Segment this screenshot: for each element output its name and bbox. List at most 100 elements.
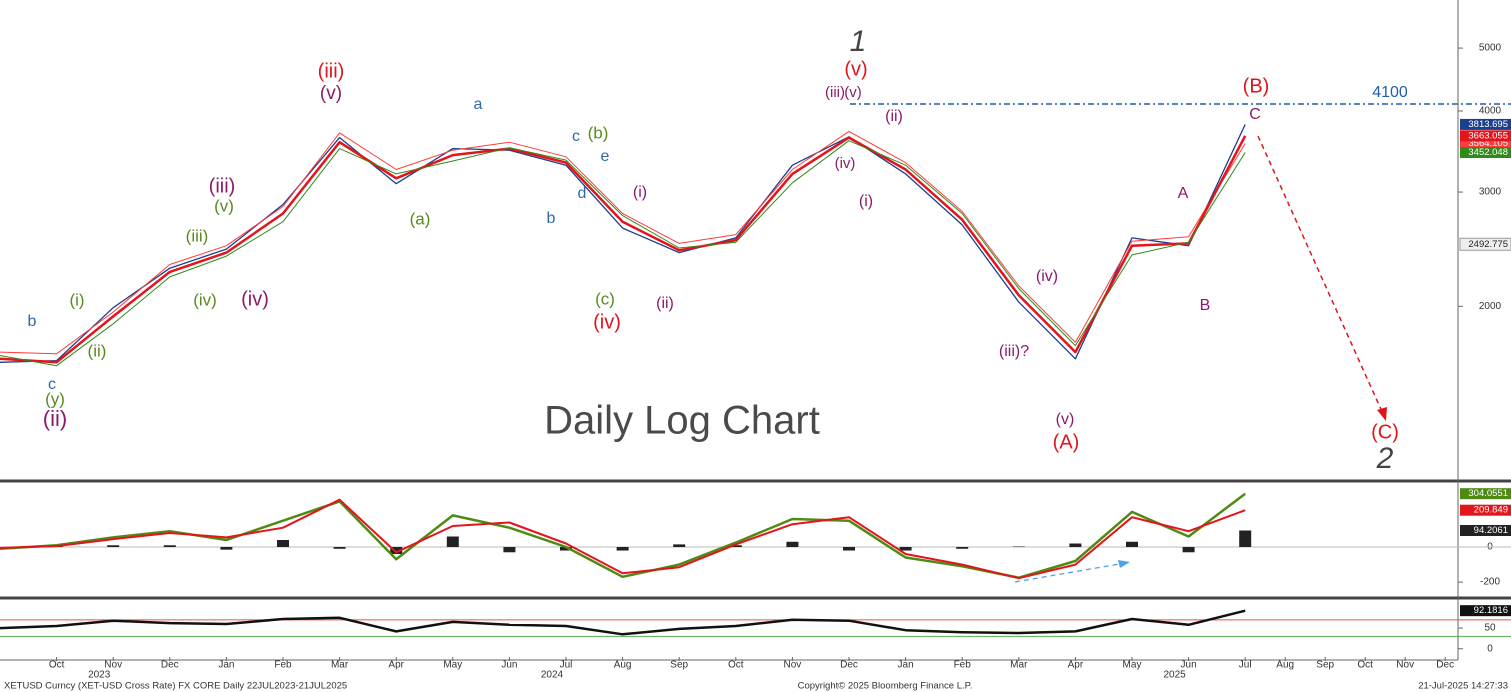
wave-label: (iii)? <box>999 343 1029 360</box>
last-value-label: 3663.055 <box>1468 130 1508 141</box>
last-value-label: 304.0551 <box>1468 488 1508 499</box>
wave-label: (i) <box>69 290 84 309</box>
x-tick-label: Oct <box>728 660 744 671</box>
x-tick-label: Sep <box>1316 660 1334 671</box>
last-value-box <box>1460 605 1511 617</box>
y-tick-label: -200 <box>1480 577 1500 588</box>
last-value-label: 3813.695 <box>1468 119 1508 130</box>
y-tick-label: 4000 <box>1479 106 1502 117</box>
chart-title: Daily Log Chart <box>544 399 820 443</box>
x-tick-label: Oct <box>1357 660 1373 671</box>
wave-label: (y) <box>45 389 65 408</box>
last-value-box <box>1460 488 1511 500</box>
series-line <box>0 609 1246 636</box>
wave-label: (A) <box>1053 431 1080 453</box>
wave-label: e <box>601 148 610 165</box>
wave-label: (v) <box>844 84 862 101</box>
histogram-bar <box>786 541 799 548</box>
x-tick-label: Nov <box>1396 660 1414 671</box>
footer-center: Copyright© 2025 Bloomberg Finance L.P. <box>798 681 973 692</box>
wave-label: d <box>578 185 587 202</box>
series-line <box>0 492 1246 579</box>
last-value-box <box>1460 504 1511 516</box>
histogram-bar <box>729 545 742 548</box>
wave-label: a <box>474 96 483 113</box>
x-year-label: 2025 <box>1163 670 1186 681</box>
last-value-label: 94.2061 <box>1474 525 1508 536</box>
histogram-bar <box>1126 541 1138 548</box>
x-tick-label: Nov <box>784 660 802 671</box>
x-year-label: 2023 <box>88 670 111 681</box>
last-value-label: 209.849 <box>1474 505 1508 516</box>
wave-label: (v) <box>214 196 234 215</box>
y-tick-label: 0 <box>1487 643 1493 654</box>
last-value-label: 92.1816 <box>1474 605 1508 616</box>
histogram-bar <box>163 545 176 548</box>
histogram-bar <box>616 547 629 551</box>
x-tick-label: Feb <box>274 660 292 671</box>
wave-label: (iv) <box>193 290 217 309</box>
divergence-arrow <box>1014 562 1126 583</box>
histogram-bar <box>899 547 912 551</box>
histogram-bar <box>1069 543 1082 548</box>
level-marker <box>1459 237 1511 251</box>
histogram-bar <box>1182 547 1195 553</box>
x-tick-label: Sep <box>670 660 688 671</box>
wave-label: (iv) <box>593 311 621 333</box>
wave-label: (iv) <box>835 155 856 172</box>
x-tick-label: Jan <box>898 660 914 671</box>
last-value-label: 3452.048 <box>1468 147 1508 158</box>
series-line <box>0 135 1247 364</box>
wave-label: (ii) <box>656 295 674 312</box>
histogram-bar <box>390 547 403 555</box>
histogram-bar <box>220 547 233 550</box>
last-value-box <box>1460 146 1511 158</box>
x-tick-label: May <box>1123 660 1142 671</box>
wave-label: (v) <box>844 58 867 80</box>
histogram-bar <box>503 547 516 553</box>
x-tick-label: Apr <box>388 660 404 671</box>
arrow-head <box>1118 560 1130 568</box>
histogram-bar <box>333 547 346 549</box>
x-tick-label: Jun <box>1181 660 1197 671</box>
footer-right: 21-Jul-2025 14:27:33 <box>1418 681 1508 692</box>
series-line <box>0 140 1246 367</box>
x-tick-label: Oct <box>49 660 65 671</box>
wave-label: c <box>48 376 56 393</box>
histogram-bar <box>560 547 572 551</box>
wave-label: (iv) <box>241 288 269 310</box>
wave-label: c <box>572 128 580 145</box>
wave-label: (ii) <box>43 406 67 431</box>
wave-label: (iv) <box>1036 268 1058 285</box>
y-tick-label: 5000 <box>1479 43 1502 54</box>
wave-label: (b) <box>588 123 609 142</box>
histogram-bar <box>673 544 686 548</box>
wave-label: (i) <box>859 193 873 210</box>
wave-label: 2 <box>1376 442 1394 475</box>
x-tick-label: Mar <box>331 660 349 671</box>
last-value-label: 3564.105 <box>1468 138 1508 149</box>
wave-label: (C) <box>1371 421 1399 443</box>
wave-label: (i) <box>633 184 647 201</box>
footer-left: XETUSD Curncy (XET-USD Cross Rate) FX CO… <box>4 681 347 692</box>
wave-label: (ii) <box>885 108 903 125</box>
x-tick-label: May <box>443 660 462 671</box>
wave-label: C <box>1249 106 1261 123</box>
series-line <box>0 130 1246 355</box>
last-value-box <box>1460 524 1511 536</box>
x-tick-label: Aug <box>614 660 632 671</box>
series-line <box>0 124 1246 363</box>
wave-label: (v) <box>320 83 342 104</box>
reference-label: 4100 <box>1372 84 1408 101</box>
x-tick-label: Jun <box>501 660 517 671</box>
histogram-bar <box>1012 546 1025 548</box>
wave-label: b <box>28 313 37 330</box>
wave-label: (iii) <box>186 226 209 245</box>
x-tick-label: Jul <box>1239 660 1252 671</box>
histogram-bar <box>843 547 855 551</box>
y-tick-label: 3000 <box>1479 187 1502 198</box>
histogram-bar <box>446 536 459 548</box>
